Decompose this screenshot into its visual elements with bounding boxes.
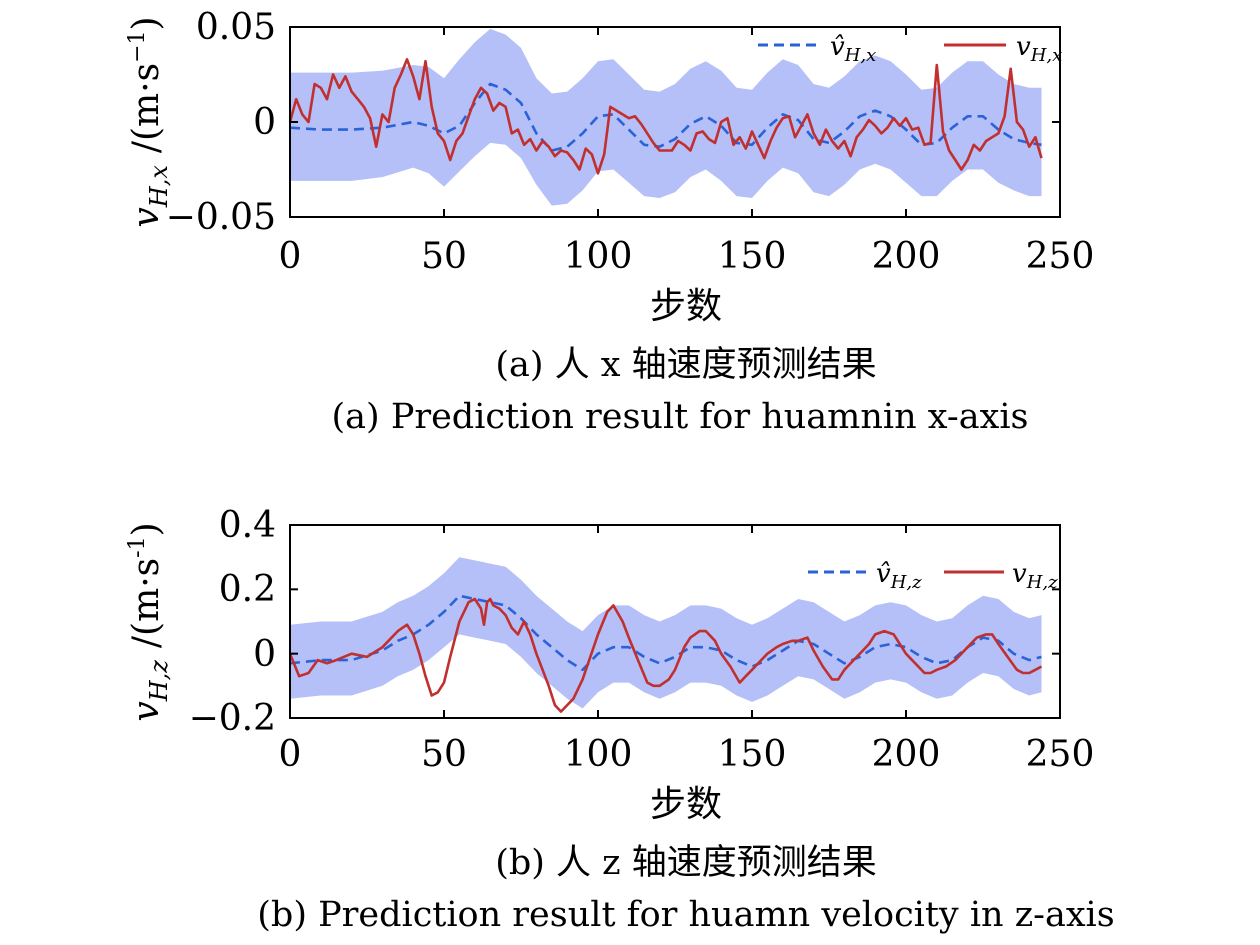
- caption-english: (a) Prediction result for huamnin x-axis: [332, 397, 1029, 437]
- series-line-predicted: [289, 594, 1042, 672]
- y-tick-label: 0.4: [219, 505, 276, 546]
- axes-frame: [289, 26, 1061, 218]
- series-line-actual: [288, 597, 1043, 713]
- plot-area: [288, 26, 1061, 218]
- x-tick-labels: 0 50 100 150 200 250: [279, 236, 1095, 277]
- x-axis-label: 步数: [650, 784, 722, 825]
- x-tick-label: 150: [718, 236, 787, 277]
- y-tick-labels: −0.2 0 0.2 0.4: [189, 505, 276, 739]
- axes-frame: [289, 524, 1061, 719]
- y-tick-labels: −0.05 0 0.05: [166, 7, 276, 238]
- x-tick-label: 200: [872, 236, 941, 277]
- legend: v̂H,x vH,x: [758, 32, 1062, 66]
- y-tick-label: 0: [253, 102, 276, 143]
- confidence-band: [290, 28, 1042, 206]
- x-axis-label: 步数: [650, 286, 722, 327]
- legend-label-actual: vH,z: [1012, 559, 1058, 593]
- y-tick-label: 0.05: [196, 7, 276, 48]
- legend-label-actual: vH,x: [1016, 32, 1062, 66]
- x-tick-label: 50: [421, 734, 467, 775]
- x-tick-label: 0: [279, 734, 302, 775]
- x-tick-label: 150: [718, 734, 787, 775]
- x-tick-labels: 0 50 100 150 200 250: [279, 734, 1095, 775]
- y-tick-label: −0.05: [166, 197, 276, 238]
- x-tick-label: 200: [872, 734, 941, 775]
- caption-chinese: (a) 人 x 轴速度预测结果: [495, 345, 876, 385]
- y-tick-label: −0.2: [189, 698, 276, 739]
- series-line-actual: [288, 57, 1043, 175]
- x-tick-label: 50: [421, 236, 467, 277]
- y-tick-label: 0: [253, 634, 276, 675]
- chart-x-velocity: 0 50 100 150 200 250 −0.05 0 0.05 vH,x/(…: [125, 7, 1094, 437]
- x-tick-label: 250: [1026, 734, 1095, 775]
- plot-area: [288, 524, 1061, 719]
- x-tick-label: 100: [564, 734, 633, 775]
- legend-label-predicted: v̂H,z: [876, 559, 922, 593]
- confidence-band: [290, 557, 1042, 709]
- y-axis-label: vH,z/(m·s-1): [125, 522, 173, 721]
- legend-label-predicted: v̂H,x: [830, 32, 876, 66]
- caption-chinese: (b) 人 z 轴速度预测结果: [495, 843, 877, 883]
- chart-z-velocity: 0 50 100 150 200 250 −0.2 0 0.2 0.4 vH,z…: [125, 505, 1115, 935]
- x-tick-label: 0: [279, 236, 302, 277]
- y-axis-label: vH,x/(m·s−1): [125, 16, 173, 227]
- legend: v̂H,z vH,z: [808, 559, 1058, 593]
- x-tick-label: 250: [1026, 236, 1095, 277]
- x-tick-label: 100: [564, 236, 633, 277]
- y-tick-label: 0.2: [219, 569, 276, 610]
- caption-english: (b) Prediction result for huamn velocity…: [257, 895, 1114, 935]
